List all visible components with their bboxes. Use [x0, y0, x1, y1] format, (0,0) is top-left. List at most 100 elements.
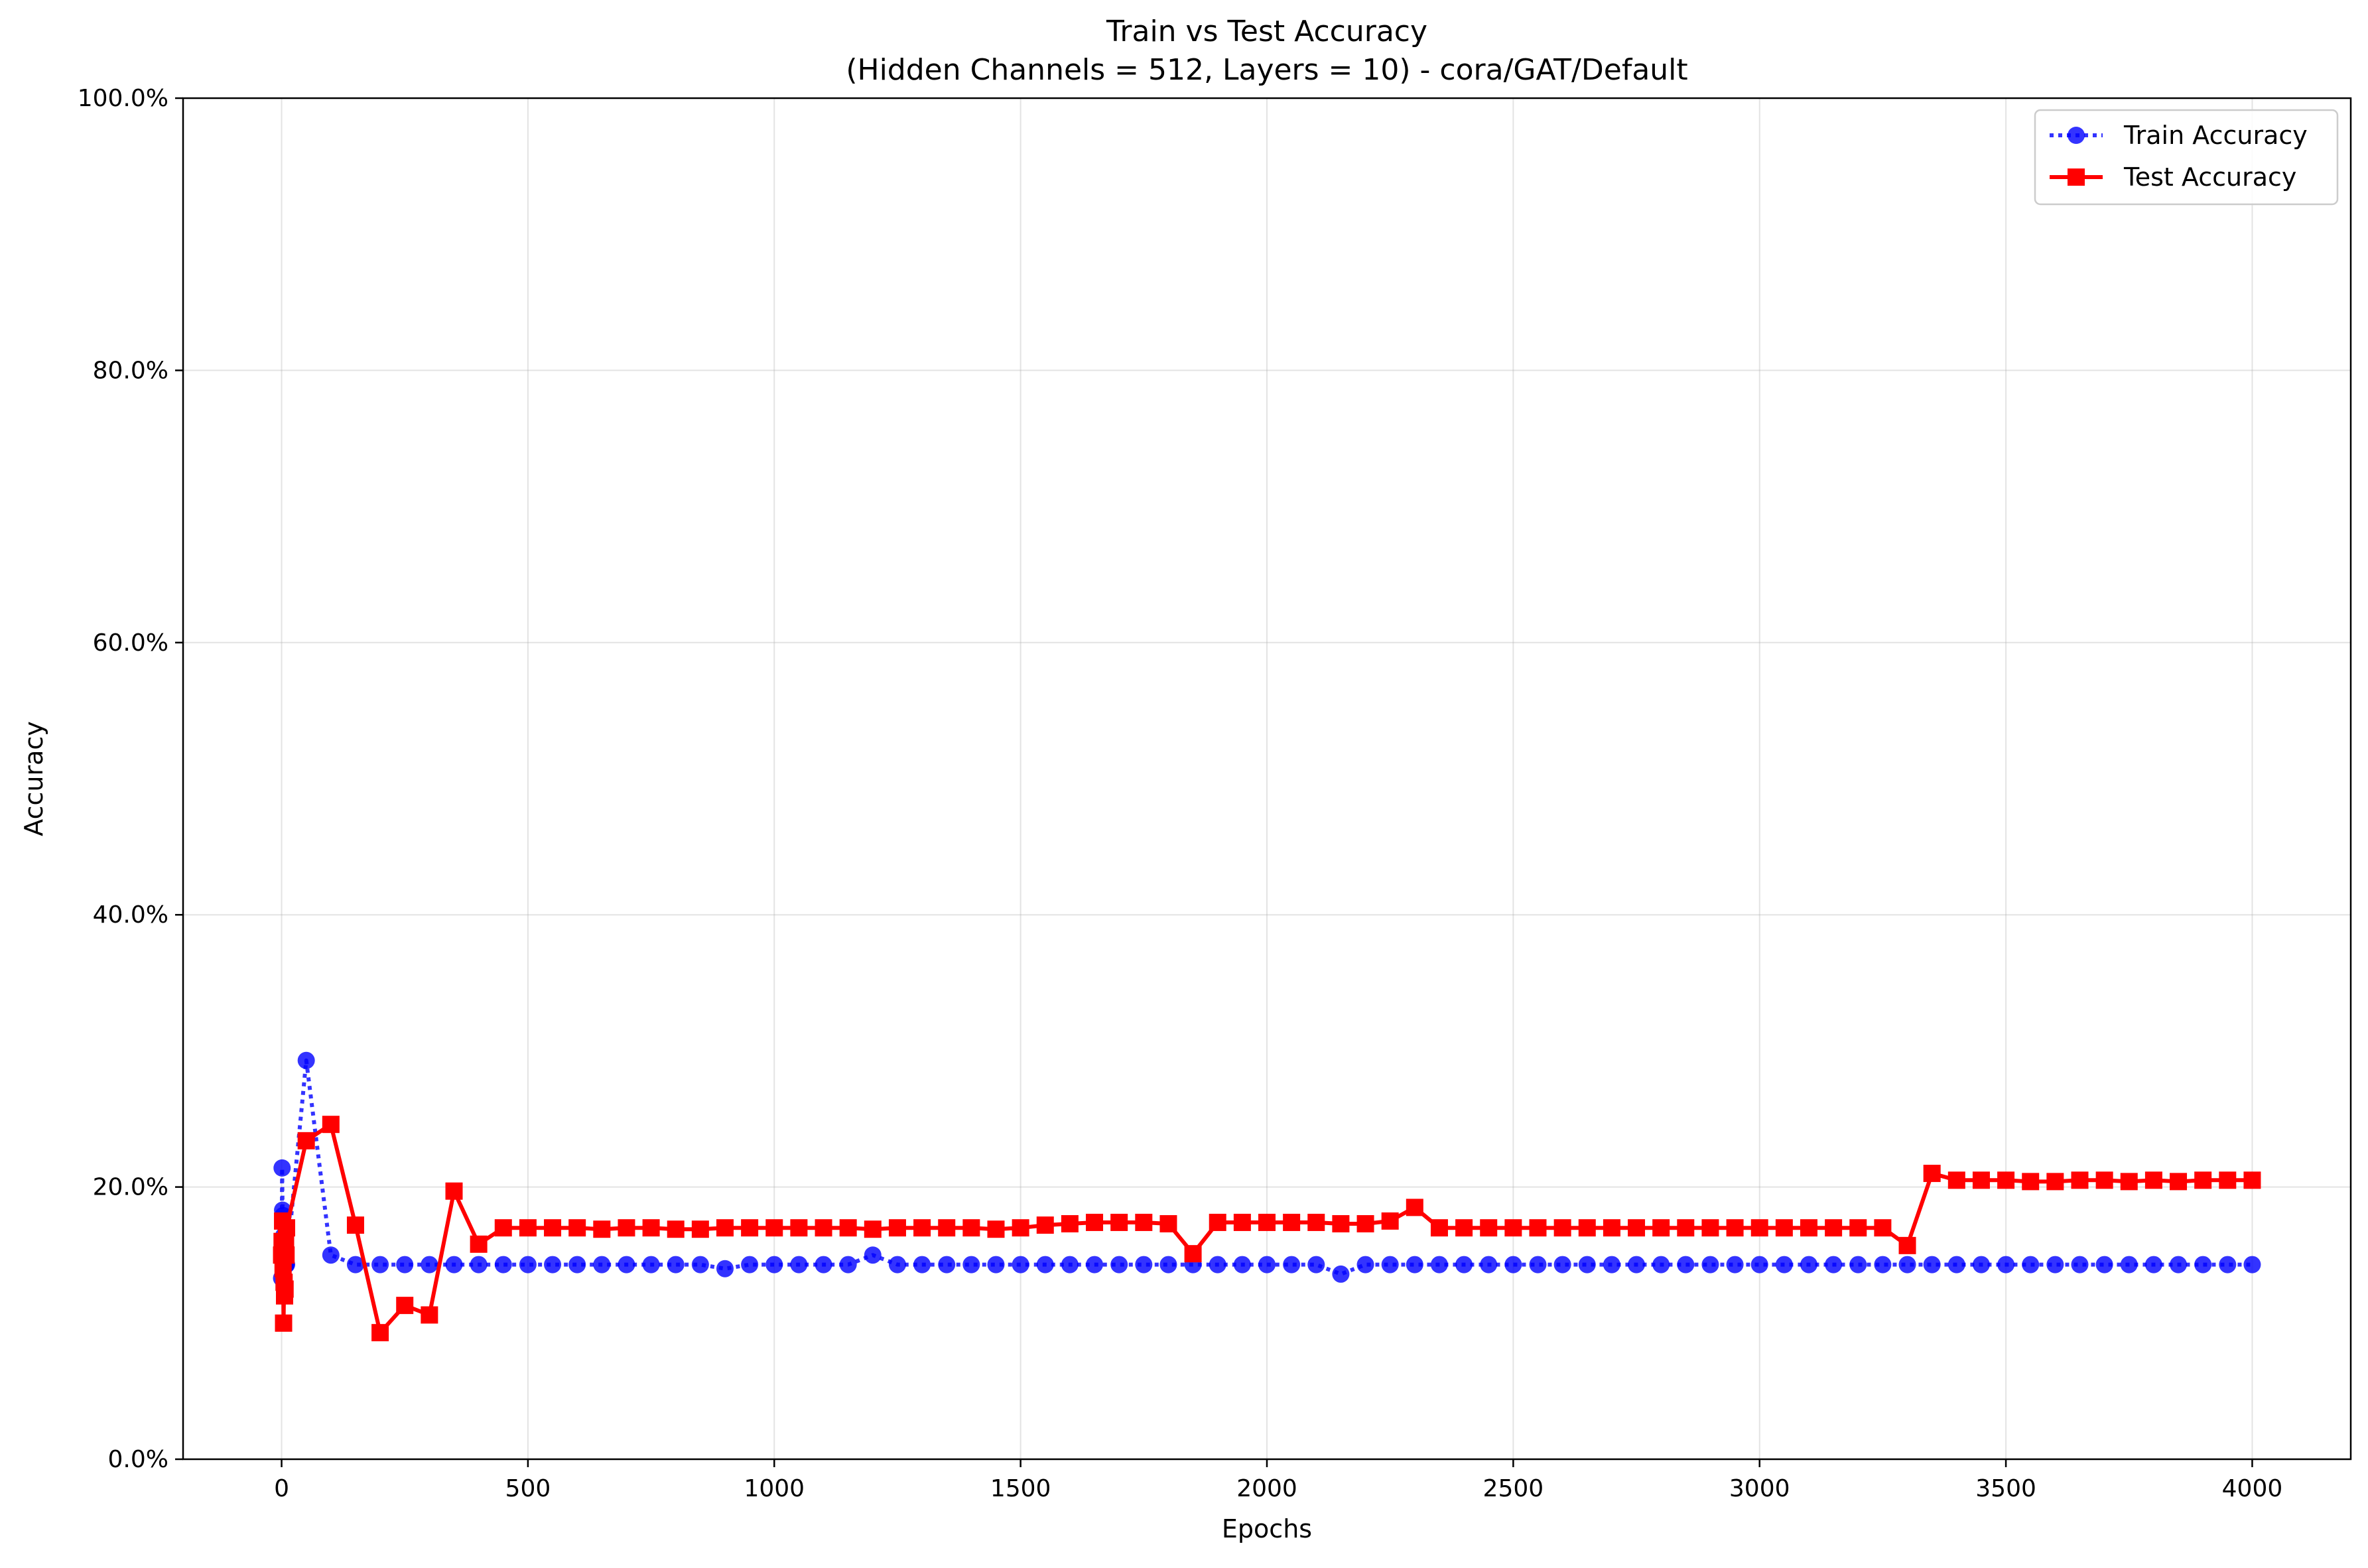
- train-accuracy-point: [470, 1256, 488, 1274]
- train-accuracy-point: [593, 1256, 611, 1274]
- test-accuracy-point: [1529, 1219, 1547, 1237]
- test-accuracy-point: [1036, 1216, 1054, 1234]
- test-accuracy-point: [1898, 1236, 1916, 1254]
- train-accuracy-point: [1258, 1256, 1276, 1274]
- train-accuracy-point: [273, 1159, 291, 1177]
- train-accuracy-point: [839, 1256, 857, 1274]
- train-accuracy-point: [1849, 1256, 1867, 1274]
- train-accuracy-point: [2219, 1256, 2237, 1274]
- legend-test-marker-icon: [2068, 168, 2085, 186]
- plot-frame: [182, 97, 2352, 1461]
- test-accuracy-point: [297, 1132, 315, 1149]
- x-tick-label: 1500: [990, 1475, 1051, 1502]
- test-accuracy-point: [2095, 1171, 2113, 1189]
- x-tick-label: 1000: [744, 1475, 805, 1502]
- train-accuracy-point: [346, 1256, 364, 1274]
- test-accuracy-point: [470, 1235, 488, 1253]
- train-accuracy-point: [1061, 1256, 1079, 1274]
- test-accuracy-point: [962, 1219, 980, 1237]
- test-accuracy-point: [2046, 1173, 2064, 1191]
- test-accuracy-point: [1874, 1219, 1892, 1237]
- test-accuracy-point: [2219, 1171, 2237, 1189]
- train-accuracy-point: [618, 1256, 635, 1274]
- test-accuracy-point: [275, 1314, 293, 1332]
- train-accuracy-point: [1307, 1256, 1325, 1274]
- train-accuracy-point: [962, 1256, 980, 1274]
- train-accuracy-point: [1947, 1256, 1965, 1274]
- legend-train-marker-icon: [2068, 127, 2085, 144]
- train-accuracy-point: [1430, 1256, 1448, 1274]
- test-accuracy-point: [371, 1324, 389, 1342]
- train-accuracy-point: [1381, 1256, 1399, 1274]
- train-accuracy-point: [568, 1256, 586, 1274]
- train-accuracy-point: [716, 1260, 734, 1277]
- train-accuracy-point: [1480, 1256, 1498, 1274]
- test-accuracy-point: [1578, 1219, 1596, 1237]
- legend-test-label: Test Accuracy: [2123, 163, 2296, 192]
- train-accuracy-point: [2046, 1256, 2064, 1274]
- test-accuracy-point: [716, 1219, 734, 1237]
- train-accuracy-point: [1578, 1256, 1596, 1274]
- test-accuracy-point: [667, 1220, 685, 1238]
- train-accuracy-point: [741, 1256, 759, 1274]
- train-accuracy-point: [2243, 1256, 2261, 1274]
- train-accuracy-point: [1874, 1256, 1892, 1274]
- x-tick-label: 500: [505, 1475, 551, 1502]
- test-accuracy-point: [1677, 1219, 1695, 1237]
- train-accuracy-point: [864, 1246, 882, 1264]
- test-accuracy-point: [888, 1219, 906, 1237]
- y-tick-label: 20.0%: [93, 1174, 168, 1201]
- train-accuracy-point: [494, 1256, 512, 1274]
- test-accuracy-point: [1086, 1213, 1104, 1231]
- test-accuracy-point: [1603, 1219, 1620, 1237]
- test-accuracy-point: [346, 1216, 364, 1234]
- train-accuracy-point: [396, 1256, 414, 1274]
- test-accuracy-point: [1381, 1212, 1399, 1230]
- y-tick-label: 40.0%: [93, 901, 168, 929]
- test-accuracy-point: [642, 1219, 660, 1237]
- train-accuracy-point: [2022, 1256, 2040, 1274]
- test-accuracy-point: [276, 1280, 294, 1298]
- x-axis-ticks: 0 500 1000 1500 2000 2500 3000 3500 4000: [274, 1459, 2282, 1502]
- test-accuracy-point: [1504, 1219, 1522, 1237]
- test-accuracy-point: [1061, 1215, 1079, 1233]
- train-accuracy-point: [790, 1256, 808, 1274]
- train-accuracy-point: [691, 1256, 709, 1274]
- chart-subtitle: (Hidden Channels = 512, Layers = 10) - c…: [846, 53, 1687, 87]
- train-accuracy-point: [1012, 1256, 1029, 1274]
- test-accuracy-point: [1455, 1219, 1473, 1237]
- train-accuracy-point: [1825, 1256, 1843, 1274]
- train-accuracy-point: [1356, 1256, 1374, 1274]
- test-accuracy-point: [1726, 1219, 1744, 1237]
- test-accuracy-point: [1480, 1219, 1498, 1237]
- train-accuracy-point: [1504, 1256, 1522, 1274]
- train-accuracy-point: [1283, 1256, 1301, 1274]
- test-accuracy-point: [1923, 1165, 1941, 1183]
- test-accuracy-point: [2120, 1173, 2138, 1191]
- train-accuracy-point: [1603, 1256, 1620, 1274]
- train-accuracy-point: [1036, 1256, 1054, 1274]
- train-accuracy-point: [1553, 1256, 1571, 1274]
- test-accuracy-point: [568, 1219, 586, 1237]
- test-accuracy-point: [2022, 1173, 2040, 1191]
- test-accuracy-point: [1135, 1213, 1153, 1231]
- train-accuracy-point: [913, 1256, 931, 1274]
- train-accuracy-point: [2170, 1256, 2188, 1274]
- legend-train-label: Train Accuracy: [2123, 121, 2308, 150]
- test-accuracy-point: [1307, 1213, 1325, 1231]
- train-accuracy-point: [2071, 1256, 2089, 1274]
- train-accuracy-point: [421, 1256, 438, 1274]
- test-accuracy-point: [987, 1220, 1005, 1238]
- train-accuracy-point: [1406, 1256, 1423, 1274]
- train-accuracy-point: [1701, 1256, 1719, 1274]
- train-accuracy-point: [667, 1256, 685, 1274]
- test-accuracy-point: [1233, 1213, 1251, 1231]
- train-accuracy-point: [1135, 1256, 1153, 1274]
- x-axis-label: Epochs: [1222, 1514, 1312, 1543]
- test-accuracy-point: [1800, 1219, 1817, 1237]
- test-accuracy-point: [1972, 1171, 1990, 1189]
- test-accuracy-point: [2144, 1171, 2162, 1189]
